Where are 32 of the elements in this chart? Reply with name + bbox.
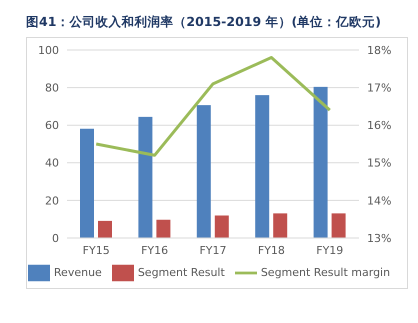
y-tick-label: 60 <box>45 119 59 132</box>
y2-tick-label: 14% <box>367 194 392 208</box>
y2-tick-label: 18% <box>367 44 392 57</box>
y-tick-label: 100 <box>38 44 59 57</box>
x-tick-label: FY17 <box>199 244 227 257</box>
y2-tick-label: 16% <box>367 119 392 132</box>
x-tick-label: FY15 <box>82 244 110 257</box>
bar <box>98 220 112 238</box>
line-series <box>94 56 332 157</box>
bar <box>214 215 229 238</box>
bar <box>273 213 288 238</box>
bar <box>196 105 211 238</box>
y-tick-label: 20 <box>45 194 59 208</box>
bar <box>255 95 270 238</box>
bar <box>332 213 346 238</box>
legend-label: Segment Result <box>138 266 225 280</box>
x-tick-label: FY16 <box>141 244 168 257</box>
y-tick-label: 40 <box>45 156 59 170</box>
y2-tick-label: 15% <box>367 156 392 170</box>
x-tick-label: FY18 <box>258 244 285 257</box>
bar <box>314 86 328 238</box>
legend-label: Revenue <box>54 266 102 280</box>
legend-label: Segment Result margin <box>260 266 390 280</box>
y2-tick-label: 13% <box>367 232 392 245</box>
y-tick-label: 0 <box>52 232 59 245</box>
y-tick-label: 80 <box>45 82 59 95</box>
chart-title: 图41：公司收入和利润率（2015-2019 年）(单位：亿欧元) <box>25 13 382 31</box>
x-tick-label: FY19 <box>316 244 344 257</box>
bar <box>138 116 152 238</box>
bar <box>80 128 94 238</box>
y2-tick-label: 17% <box>367 82 392 95</box>
bar <box>156 220 170 238</box>
